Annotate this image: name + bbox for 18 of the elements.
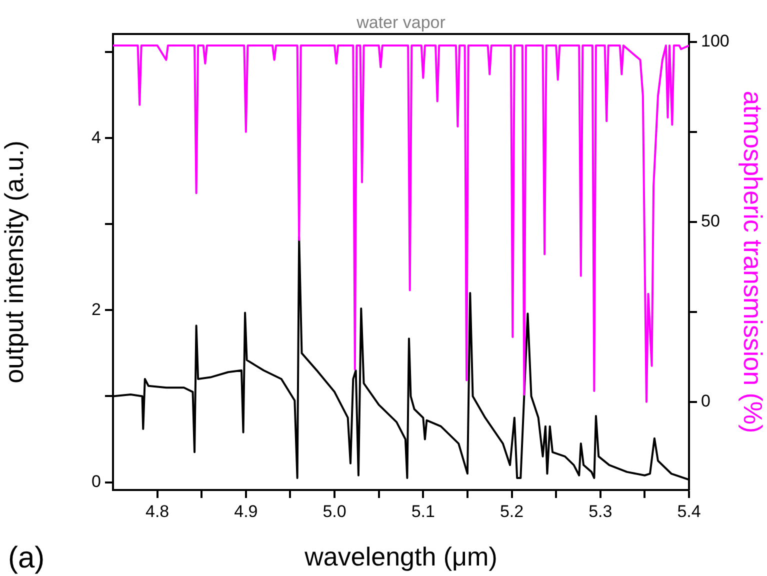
text: 5.0 [322,502,346,521]
text: water vapor [356,13,446,32]
x-tick-label: 5.4 [677,502,701,521]
x-tick-label: 5.2 [500,502,524,521]
y-axis-title: output intensity (a.u.) [0,140,29,384]
x-axis-title: wavelength (μm) [304,542,498,572]
x-tick-label: 5.3 [588,502,612,521]
y2-axis-title: atmospheric transmission (%) [738,90,767,434]
x-tick-label: 5.1 [411,502,435,521]
y-tick-label: 0 [92,472,101,491]
y2-tick-label: 0 [701,392,710,411]
y2-tick-label: 100 [701,32,730,51]
x-tick-label: 4.9 [234,502,258,521]
text: (a) [8,541,45,574]
y-tick-label: 4 [92,128,101,147]
y-tick-label: 2 [92,300,101,319]
x-tick-label: 4.8 [145,502,170,521]
y2-tick-label: 50 [701,212,720,231]
